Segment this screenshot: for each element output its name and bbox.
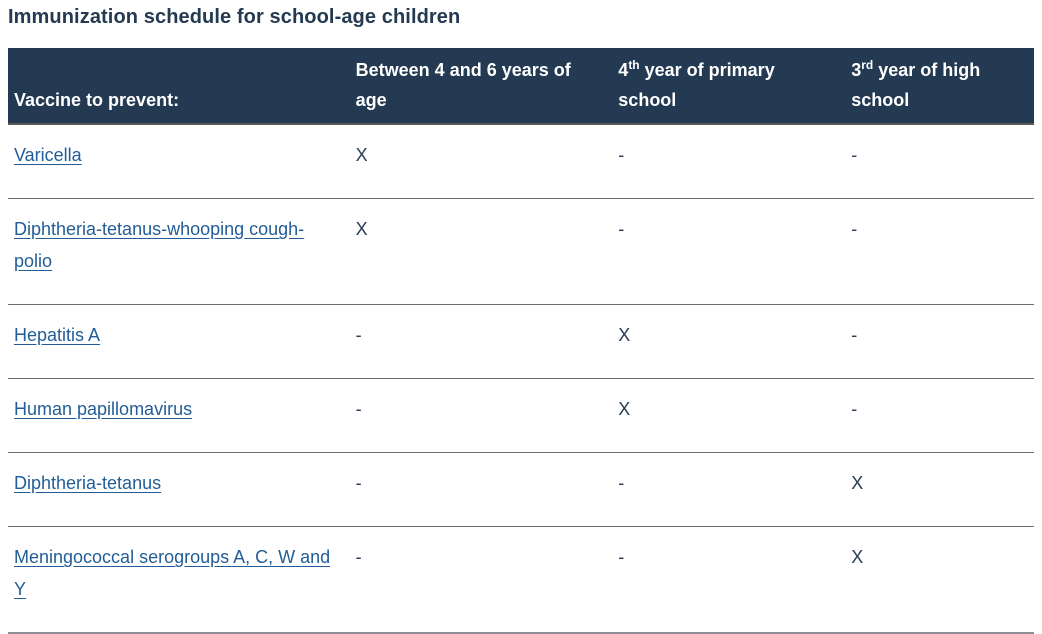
schedule-cell: - <box>349 304 613 379</box>
vaccine-link-human-papillomavirus[interactable]: Human papillomavirus <box>14 399 193 419</box>
schedule-cell: - <box>349 452 613 527</box>
schedule-cell: X <box>349 198 613 305</box>
schedule-cell: - <box>612 452 846 527</box>
table-row-hpv: Human papillomavirus - X - <box>8 378 1034 453</box>
page-title: Immunization schedule for school-age chi… <box>8 6 461 28</box>
vaccine-link-diphtheria-tetanus[interactable]: Diphtheria-tetanus <box>14 473 162 493</box>
vaccine-link-meningococcal-acwy[interactable]: Meningococcal serogroups A, C, W and Y <box>14 547 331 599</box>
vaccine-link-diphtheria-tetanus-whooping-cough-polio[interactable]: Diphtheria-tetanus-whooping cough-polio <box>14 219 305 271</box>
schedule-cell: X <box>612 378 846 453</box>
schedule-cell: - <box>349 526 613 634</box>
schedule-cell: - <box>845 124 1034 199</box>
table-row-dtwp-polio: Diphtheria-tetanus-whooping cough-polio … <box>8 198 1034 305</box>
vaccine-cell: Diphtheria-tetanus <box>8 452 350 527</box>
vaccine-link-varicella[interactable]: Varicella <box>14 145 82 165</box>
table-row-meningococcal: Meningococcal serogroups A, C, W and Y -… <box>8 526 1034 634</box>
column-header-high-school: 3rd year of high school <box>845 48 1034 125</box>
vaccine-cell: Varicella <box>8 124 350 199</box>
schedule-cell: - <box>845 378 1034 453</box>
column-header-label: year of high school <box>851 60 981 110</box>
vaccine-cell: Human papillomavirus <box>8 378 350 453</box>
schedule-cell: - <box>612 198 846 305</box>
vaccine-link-hepatitis-a[interactable]: Hepatitis A <box>14 325 101 345</box>
schedule-cell: X <box>612 304 846 379</box>
table-header-row: Vaccine to prevent: Between 4 and 6 year… <box>8 48 1034 125</box>
ordinal-superscript: th <box>628 58 640 72</box>
schedule-cell: X <box>349 124 613 199</box>
column-header-label: Between 4 and 6 years of age <box>355 60 571 110</box>
column-header-label: 3 <box>851 60 862 80</box>
schedule-cell: - <box>612 124 846 199</box>
column-header-primary-school: 4th year of primary school <box>612 48 846 125</box>
schedule-cell: X <box>845 452 1034 527</box>
column-header-vaccine: Vaccine to prevent: <box>8 48 350 125</box>
ordinal-superscript: rd <box>861 58 874 72</box>
vaccine-cell: Meningococcal serogroups A, C, W and Y <box>8 526 350 634</box>
schedule-cell: - <box>845 198 1034 305</box>
vaccine-cell: Diphtheria-tetanus-whooping cough-polio <box>8 198 350 305</box>
schedule-cell: - <box>845 304 1034 379</box>
column-header-age-4-6: Between 4 and 6 years of age <box>349 48 613 125</box>
schedule-cell: - <box>349 378 613 453</box>
table-row-hepatitis-a: Hepatitis A - X - <box>8 304 1034 379</box>
column-header-label: year of primary school <box>618 60 775 110</box>
vaccine-cell: Hepatitis A <box>8 304 350 379</box>
schedule-cell: - <box>612 526 846 634</box>
table-row-diphtheria-tetanus: Diphtheria-tetanus - - X <box>8 452 1034 527</box>
immunization-schedule-table: Vaccine to prevent: Between 4 and 6 year… <box>8 48 1034 634</box>
table-row-varicella: Varicella X - - <box>8 124 1034 199</box>
column-header-label: 4 <box>618 60 629 80</box>
schedule-cell: X <box>845 526 1034 634</box>
column-header-label: Vaccine to prevent: <box>14 90 180 110</box>
